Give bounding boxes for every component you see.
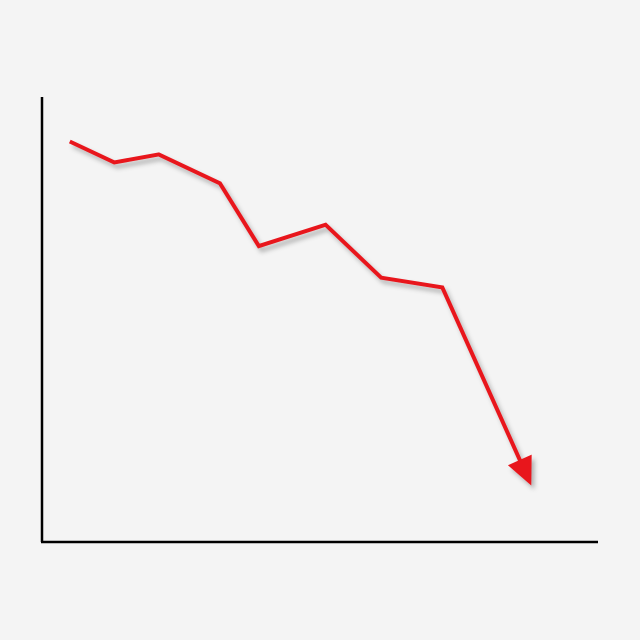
series-line-0 [68,139,527,471]
series-layer [68,139,532,486]
arrowhead [507,454,532,486]
